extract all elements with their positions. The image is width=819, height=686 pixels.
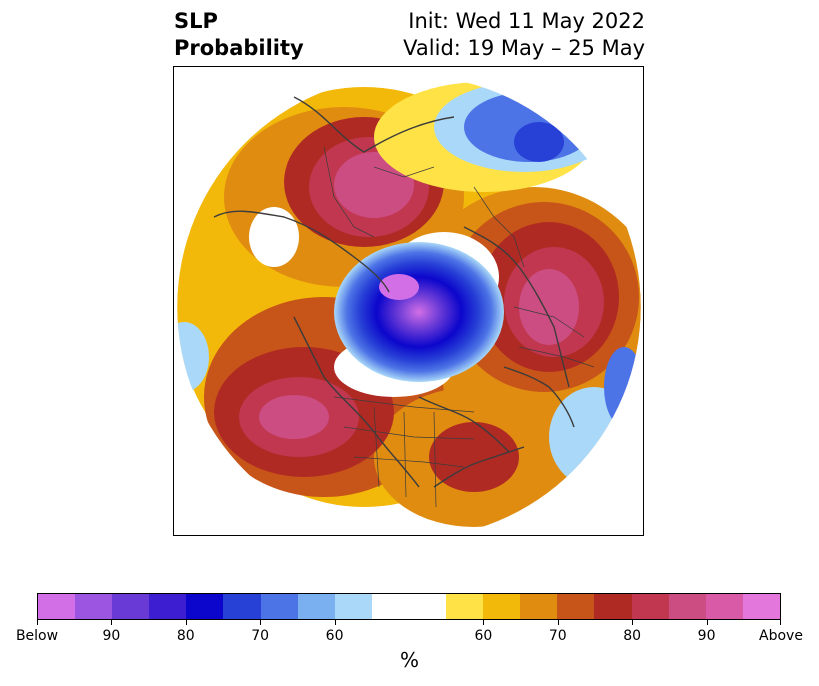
colorbar-tick-label: 70 bbox=[251, 628, 270, 644]
anomaly-field bbox=[177, 75, 641, 535]
map-title: SLP Probability bbox=[174, 8, 304, 62]
colorbar-segment bbox=[371, 594, 409, 619]
colorbar-segment bbox=[149, 594, 187, 619]
colorbar-tick bbox=[483, 620, 485, 625]
colorbar-segment bbox=[297, 594, 335, 619]
title-line-1: SLP bbox=[174, 9, 218, 33]
colorbar-segment bbox=[631, 594, 669, 619]
colorbar-tick bbox=[37, 620, 38, 625]
colorbar-unit: % bbox=[399, 648, 419, 672]
colorbar-tick-label: 60 bbox=[474, 628, 493, 644]
colorbar-ticks: Below 90 80 70 60 60 70 80 90 Above bbox=[16, 620, 803, 644]
valid-range: Valid: 19 May – 25 May bbox=[403, 36, 645, 60]
colorbar-tick bbox=[260, 620, 262, 625]
colorbar-tick bbox=[557, 620, 559, 625]
colorbar-segment bbox=[705, 594, 743, 619]
forecast-dates: Init: Wed 11 May 2022 Valid: 19 May – 25… bbox=[403, 8, 645, 62]
colorbar-segment bbox=[594, 594, 632, 619]
colorbar-segment bbox=[483, 594, 521, 619]
colorbar-segment bbox=[668, 594, 706, 619]
borders bbox=[323, 146, 595, 508]
colorbar-tick-label: 80 bbox=[623, 628, 642, 644]
colorbar-tick bbox=[334, 620, 336, 625]
colorbar-tick bbox=[780, 620, 781, 625]
colorbar-segment bbox=[260, 594, 298, 619]
colorbar-tick-label: Below bbox=[15, 628, 59, 644]
colorbar-tick bbox=[706, 620, 708, 625]
init-date: Init: Wed 11 May 2022 bbox=[408, 9, 645, 33]
colorbar-segment bbox=[75, 594, 113, 619]
colorbar-segment bbox=[223, 594, 261, 619]
colorbar-segment bbox=[408, 594, 447, 619]
colorbar-tick-label: 80 bbox=[176, 628, 195, 644]
colorbar-segment bbox=[334, 594, 372, 619]
colorbar-segment bbox=[112, 594, 150, 619]
colorbar-tick-label: 90 bbox=[102, 628, 121, 644]
colorbar-tick-label: 90 bbox=[697, 628, 716, 644]
colorbar-segment bbox=[446, 594, 484, 619]
colorbar-tick bbox=[632, 620, 634, 625]
probability-map bbox=[173, 66, 644, 536]
colorbar-segment bbox=[520, 594, 558, 619]
colorbar-tick bbox=[111, 620, 113, 625]
colorbar-segment bbox=[38, 594, 76, 619]
colorbar-segment bbox=[742, 594, 780, 619]
colorbar-tick bbox=[185, 620, 187, 625]
colorbar-segment bbox=[186, 594, 224, 619]
colorbar-tick-label: 70 bbox=[548, 628, 567, 644]
coastlines bbox=[213, 96, 575, 488]
colorbar-tick-label: Above bbox=[759, 628, 803, 644]
colorbar bbox=[37, 593, 781, 620]
colorbar-tick-label: 60 bbox=[325, 628, 344, 644]
title-line-2: Probability bbox=[174, 36, 304, 60]
colorbar-segment bbox=[557, 594, 595, 619]
map-canvas bbox=[176, 74, 642, 535]
